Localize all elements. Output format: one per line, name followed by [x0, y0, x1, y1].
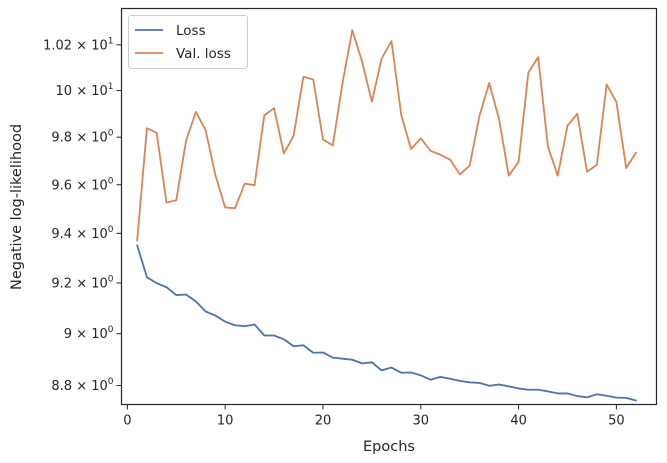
x-tick-label: 50 — [608, 414, 625, 429]
legend-label-loss: Loss — [176, 23, 206, 39]
y-tick-label: 9 × 100 — [64, 325, 114, 342]
series-line-val-loss — [136, 29, 637, 242]
y-tick-label: 9.8 × 100 — [51, 129, 113, 146]
series-line-loss — [136, 244, 637, 402]
y-tick-label: 9.4 × 100 — [51, 225, 113, 242]
x-axis: 0 10 20 30 40 50 — [123, 404, 625, 429]
x-tick-label: 20 — [315, 414, 332, 429]
y-axis: 8.8 × 100 9 × 100 9.2 × 100 9.4 × 100 9.6 × … — [43, 36, 122, 394]
y-tick-label: 1.02 × 101 — [43, 36, 113, 53]
x-tick-label: 30 — [413, 414, 430, 429]
legend-label-val-loss: Val. loss — [176, 46, 231, 62]
y-tick-label: 9.6 × 100 — [51, 176, 113, 193]
legend: Loss Val. loss — [128, 15, 248, 69]
y-tick-label: 9.2 × 100 — [51, 274, 113, 291]
legend-box — [128, 15, 248, 69]
plot-frame — [120, 7, 658, 406]
x-axis-label: Epochs — [363, 439, 415, 455]
y-tick-label: 8.8 × 100 — [51, 377, 113, 394]
y-tick-label: 10 × 101 — [56, 82, 114, 99]
plot-lines — [136, 29, 637, 402]
x-tick-label: 10 — [217, 414, 234, 429]
x-tick-label: 0 — [123, 414, 131, 429]
x-tick-label: 40 — [510, 414, 527, 429]
y-axis-label: Negative log-likelihood — [9, 124, 25, 290]
